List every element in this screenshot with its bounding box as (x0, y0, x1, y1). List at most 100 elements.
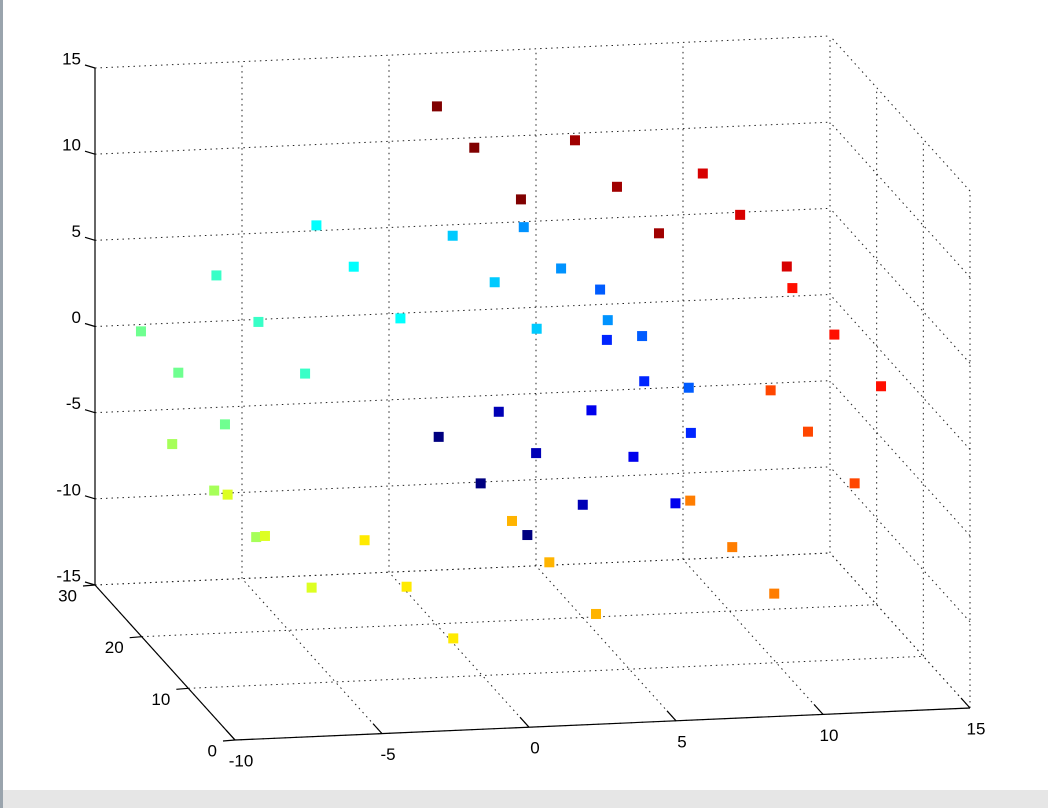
x-tick-label: 0 (530, 739, 539, 758)
x-tick (666, 710, 677, 722)
point (595, 284, 606, 295)
window-left-edge (0, 0, 3, 808)
z-tick-label: 0 (72, 308, 81, 327)
point (781, 261, 792, 272)
point (518, 222, 529, 233)
point (577, 499, 588, 510)
x-tick (519, 716, 530, 728)
point (219, 419, 230, 430)
point (522, 530, 533, 541)
x-tick-label: -10 (229, 751, 254, 770)
z-tick (84, 64, 96, 69)
point (769, 588, 780, 599)
y-tick-label: 10 (151, 690, 170, 709)
point (469, 142, 480, 153)
x-tick (813, 703, 824, 715)
point (849, 478, 860, 489)
x-tick-label: 5 (677, 732, 686, 751)
point (489, 277, 500, 288)
point (173, 367, 184, 378)
window-bottom-bar (0, 790, 1048, 808)
point (544, 557, 555, 568)
x-tick-label: -5 (380, 745, 395, 764)
point (359, 535, 370, 546)
point (167, 439, 178, 450)
y-tick (129, 636, 142, 639)
z-tick-label: -10 (56, 480, 81, 499)
point (306, 582, 317, 593)
x-tick-label: 15 (967, 719, 986, 738)
y-tick-label: 30 (58, 586, 77, 605)
z-tick (84, 322, 96, 328)
point (653, 228, 664, 239)
point (222, 489, 233, 500)
point (590, 608, 601, 619)
point (311, 220, 322, 231)
z-tick (84, 236, 96, 241)
point (475, 478, 486, 489)
point (611, 181, 622, 192)
point (637, 331, 648, 342)
y-tick-label: 20 (105, 638, 124, 657)
point (209, 485, 220, 496)
point (727, 542, 738, 553)
z-tick (84, 409, 96, 414)
point (448, 633, 459, 644)
x-tick (225, 729, 236, 741)
z-tick-label: 15 (62, 49, 81, 68)
z-tick (84, 495, 96, 500)
plot-background (0, 0, 1048, 790)
z-tick-label: 10 (62, 136, 81, 155)
y-tick (82, 584, 96, 587)
point (787, 283, 798, 294)
point (685, 427, 696, 438)
z-tick-label: 5 (72, 222, 81, 241)
point (586, 405, 597, 416)
point (251, 532, 262, 543)
point (253, 316, 264, 327)
point (765, 385, 776, 396)
point (556, 263, 567, 274)
z-tick (84, 581, 96, 586)
point (628, 451, 639, 462)
point (433, 431, 444, 442)
point (685, 495, 696, 506)
point (135, 326, 146, 337)
z-tick-label: -5 (66, 394, 81, 413)
point (493, 406, 504, 417)
z-tick-label: -15 (56, 566, 81, 585)
point (531, 448, 542, 459)
point (569, 135, 580, 146)
y-tick (222, 739, 236, 742)
point (697, 168, 708, 179)
y-axis-line (94, 584, 236, 741)
point (683, 382, 694, 393)
point (670, 498, 681, 509)
x-tick (372, 723, 383, 735)
point (348, 261, 359, 272)
point (601, 334, 612, 345)
x-tick (960, 697, 971, 709)
point (447, 230, 458, 241)
x-tick-label: 10 (820, 726, 839, 745)
point (211, 270, 222, 281)
point (300, 368, 311, 379)
y-tick-label: 0 (208, 741, 217, 760)
z-tick (84, 150, 96, 155)
point (876, 381, 887, 392)
point (259, 530, 270, 541)
point (531, 323, 542, 334)
point (802, 426, 813, 437)
point (515, 194, 526, 205)
point (431, 101, 442, 112)
point (395, 313, 406, 324)
x-axis-line (234, 707, 971, 741)
point (735, 209, 746, 220)
point (639, 376, 650, 387)
point (829, 329, 840, 340)
point (401, 581, 412, 592)
point (602, 315, 613, 326)
y-tick (176, 687, 189, 690)
point (506, 515, 517, 526)
